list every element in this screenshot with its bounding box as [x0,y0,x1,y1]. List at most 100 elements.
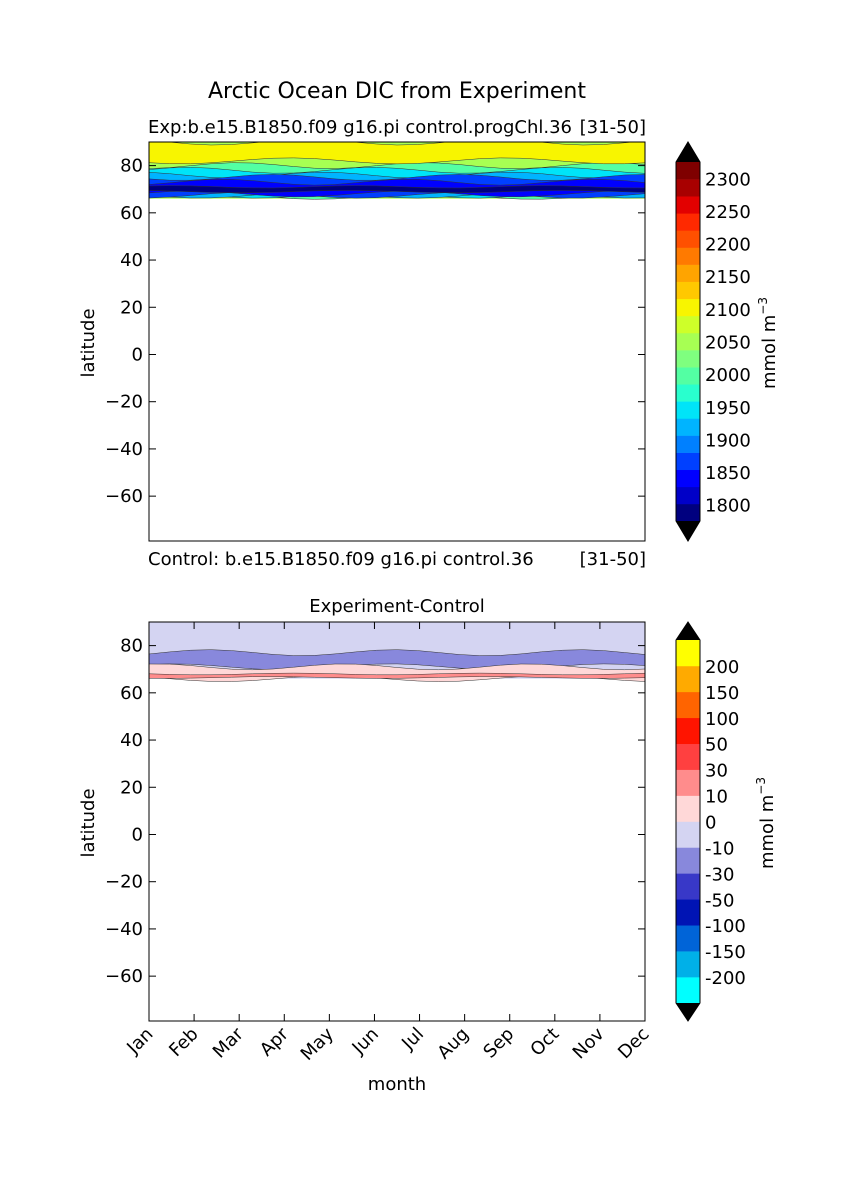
top-colorbar-segment [676,247,700,265]
bottom-colorbar-segment [676,951,700,978]
top-colorbar-segment [676,298,700,317]
bottom-colorbar-tick-label: -150 [705,942,746,963]
top-title-right: [31-50] [580,117,646,138]
top-colorbar-tick-label: 1950 [705,398,751,419]
bottom-ytick-label: 80 [120,636,143,657]
bottom-xtick-label: Apr [256,1023,293,1060]
bottom-colorbar-segment [676,977,700,1004]
top-colorbar-label-exponent: −3 [756,297,770,315]
bottom-xlabel: month [368,1074,426,1095]
bottom-xtick-label: May [297,1023,338,1064]
top-colorbar-segment [676,281,700,300]
top-colorbar-tick-label: 2050 [705,333,751,354]
top-colorbar-segment [676,350,700,368]
top-colorbar-tick-label: 2200 [705,235,751,256]
bottom-x-axis: Jan Feb Mar Apr May Jun Jul Aug Sep Oct Nov Dec [122,622,654,1065]
bottom-colorbar-segment [676,821,700,848]
bottom-colorbar-label-exponent: −3 [754,777,768,795]
top-ytick-label: 80 [120,156,143,177]
top-colorbar-label: mmol m−3 [756,297,780,389]
top-title-left: Exp:b.e15.B1850.f09 g16.pi control.progC… [148,117,572,138]
bottom-xtick-label: Oct [526,1024,563,1061]
bottom-colorbar-label: mmol m−3 [754,777,778,869]
bottom-colorbar-tick-label: 30 [705,761,728,782]
top-colorbar-segment [676,503,700,522]
bottom-colorbar-tick-label: -10 [705,838,734,859]
bottom-ytick-label: −40 [105,919,143,940]
top-colorbar-segment [676,367,700,385]
bottom-colorbar-segment [676,640,700,667]
bottom-xtick-label: Feb [165,1024,202,1061]
bottom-colorbar-segment [676,769,700,796]
bottom-ylabel: latitude [78,788,99,857]
top-colorbar-segment [676,401,700,419]
bottom-ytick-label: 20 [120,777,143,798]
top-colorbar-tick-label: 2300 [705,169,751,190]
bottom-colorbar-tick-label: -100 [705,916,746,937]
bottom-xtick-label: Nov [569,1023,609,1063]
top-colorbar-segment [676,384,700,402]
bottom-xtick-label: Jun [348,1024,383,1059]
top-colorbar-segment [676,230,700,248]
bottom-colorbar-tick-label: 10 [705,787,728,808]
bottom-panel: Experiment-Control −60 −40 −20 0 20 40 60 80 Ja… [78,596,778,1095]
bottom-y-axis: −60 −40 −20 0 20 40 60 80 [105,636,645,987]
top-y-axis: −60 −40 −20 0 20 40 60 80 [105,156,645,507]
bottom-axes-frame [148,621,646,1022]
bottom-contour-fields [149,622,645,682]
bottom-ytick-label: 40 [120,730,143,751]
top-colorbar-segment [676,196,700,214]
bottom-colorbar-tick-label: 200 [705,657,739,678]
bottom-ytick-label: −20 [105,872,143,893]
bottom-colorbar-segment [676,847,700,874]
top-colorbar-segment [676,486,700,505]
top-colorbar-segment [676,179,700,197]
top-ytick-label: 60 [120,203,143,224]
top-field-2100 [149,142,645,165]
top-colorbar-tick-label: 1850 [705,463,751,484]
bottom-title: Experiment-Control [309,596,485,617]
bottom-xtick-label: Jul [397,1024,428,1055]
top-colorbar-segment [676,418,700,436]
top-ytick-label: −20 [105,392,143,413]
top-panel: Exp:b.e15.B1850.f09 g16.pi control.progC… [78,117,780,570]
top-colorbar-segment [676,452,700,471]
bottom-colorbar-segment [676,691,700,719]
top-colorbar-tick-label: 2100 [705,300,751,321]
top-colorbar-tick-label: 1800 [705,496,751,517]
bottom-field-10 [149,672,645,679]
top-colorbar-tick-label: 2150 [705,267,751,288]
bottom-colorbar-tick-label: 0 [705,813,716,834]
top-ytick-label: 20 [120,297,143,318]
bottom-colorbar-segment [676,665,700,693]
top-colorbar-outline [675,141,701,542]
bottom-colorbar-tick-label: -200 [705,968,746,989]
bottom-colorbar-tick-label: 150 [705,683,739,704]
bottom-colorbar-segment [676,795,700,822]
bottom-ytick-label: 0 [132,824,143,845]
top-ytick-label: 0 [132,344,143,365]
bottom-colorbar-tick-label: 100 [705,709,739,730]
bottom-colorbar-segment [676,743,700,770]
top-field-1800 [149,185,645,194]
top-colorbar-segment [676,332,700,351]
top-axes-frame [148,141,646,542]
bottom-ytick-label: 60 [120,683,143,704]
bottom-colorbar-tick-label: -30 [705,864,734,885]
top-colorbar-segment [676,315,700,334]
top-colorbar-segment [676,213,700,231]
bottom-ytick-label: −60 [105,966,143,987]
bottom-xtick-label: Jan [122,1024,157,1059]
top-colorbar-extend-max [676,142,700,162]
top-colorbar-extend-min [676,521,700,541]
top-colorbar-segment [676,435,700,453]
bottom-colorbar-segment [676,717,700,745]
top-colorbar-segment [676,264,700,282]
top-ylabel: latitude [78,308,99,377]
figure-suptitle: Arctic Ocean DIC from Experiment [208,79,586,104]
top-ytick-label: −60 [105,486,143,507]
top-ytick-label: −40 [105,439,143,460]
